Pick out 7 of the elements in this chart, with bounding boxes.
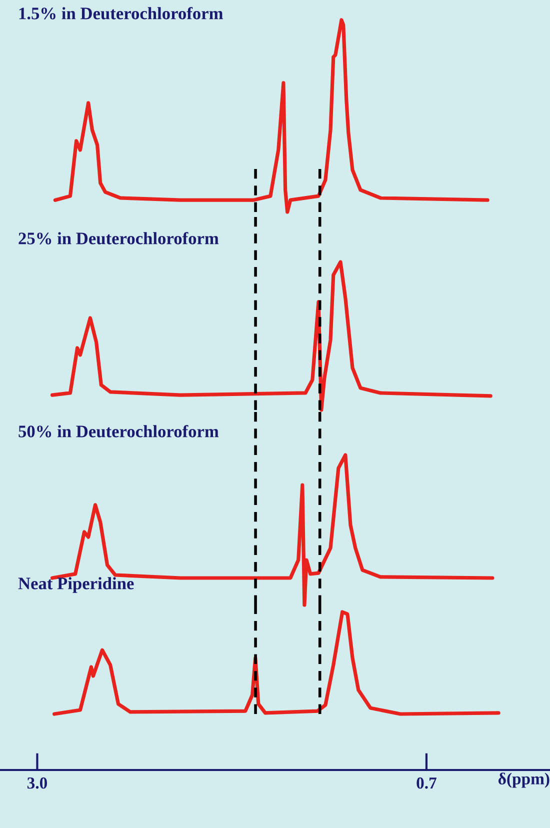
- x-tick-label: 3.0: [27, 777, 48, 789]
- chart-title: 50% in Deuterochloroform: [18, 424, 219, 438]
- x-axis-title: δ(ppm): [498, 772, 550, 788]
- chart-title: Neat Piperidine: [18, 577, 134, 593]
- x-tick-label: 0.7: [416, 777, 436, 789]
- chart-title: 25% in Deuterochloroform: [18, 232, 219, 244]
- chart-title: 1.5% in Deuterochloroform: [19, 6, 223, 20]
